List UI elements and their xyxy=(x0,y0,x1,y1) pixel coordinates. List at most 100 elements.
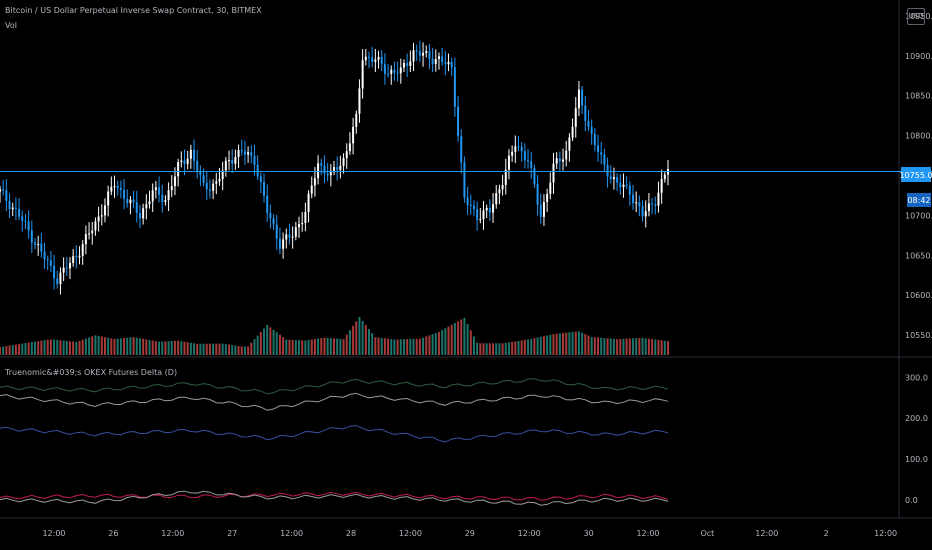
volume-bar xyxy=(113,339,116,355)
candle-body xyxy=(275,224,278,239)
volume-bar xyxy=(523,339,526,355)
candle-body xyxy=(514,146,517,152)
volume-bar xyxy=(612,338,615,355)
candle-body xyxy=(431,58,434,64)
volume-bar xyxy=(205,343,208,355)
volume-bar xyxy=(49,339,52,355)
candle-body xyxy=(355,113,358,127)
volume-bar xyxy=(450,324,453,355)
candle-body xyxy=(148,201,151,205)
candle-body xyxy=(628,185,631,195)
candle-body xyxy=(193,149,196,161)
volume-bar xyxy=(237,346,240,355)
volume-bar xyxy=(68,341,71,355)
volume-bar xyxy=(590,337,593,355)
volume-bar xyxy=(507,342,510,355)
candle-body xyxy=(259,176,262,183)
candle-body xyxy=(377,56,380,60)
candle-body xyxy=(37,243,40,245)
candle-body xyxy=(107,191,110,206)
volume-bar xyxy=(110,338,113,355)
candle-body xyxy=(81,244,84,256)
candle-body xyxy=(123,189,126,199)
candle-body xyxy=(352,126,355,144)
price-axis: 10950.0 10900.0 10850.0 10800.0 10700.0 10650… xyxy=(905,12,932,340)
chart-title: Bitcoin / US Dollar Perpetual Inverse Sw… xyxy=(5,6,262,15)
candle-body xyxy=(8,200,11,210)
volume-bar xyxy=(472,336,475,355)
volume-bar xyxy=(492,343,495,355)
volume-bar xyxy=(151,340,154,355)
candle-body xyxy=(30,230,33,243)
volume-bar xyxy=(126,337,129,355)
candle-body xyxy=(113,185,116,188)
volume-bar xyxy=(603,338,606,355)
volume-bar xyxy=(40,340,43,355)
volume-bar xyxy=(228,344,231,355)
volume-bar xyxy=(240,346,243,355)
currency-button[interactable]: USD xyxy=(907,8,925,25)
time-tick-label: 29 xyxy=(465,529,475,538)
indicator-line xyxy=(0,392,669,411)
candle-body xyxy=(406,63,409,66)
candle-body xyxy=(313,178,316,186)
volume-bar xyxy=(298,340,301,355)
volume-bar xyxy=(479,343,482,355)
volume-bar xyxy=(581,332,584,355)
time-tick-label: 28 xyxy=(346,529,356,538)
volume-bar xyxy=(5,346,8,355)
candle-body xyxy=(453,67,456,107)
candle-body xyxy=(482,210,485,220)
volume-bar xyxy=(2,346,5,355)
volume-bar xyxy=(8,345,11,355)
volume-bar xyxy=(514,341,517,355)
volume-bar xyxy=(418,338,421,355)
volume-bar xyxy=(320,338,323,355)
candle-body xyxy=(212,183,215,191)
candle-body xyxy=(320,163,323,166)
candle-body xyxy=(577,89,580,109)
indicator-tick-label: 200.0 xyxy=(905,414,928,423)
volume-bar xyxy=(552,334,555,355)
volume-bar xyxy=(107,337,110,355)
current-price-label: 10755.0 xyxy=(899,171,932,180)
volume-bar xyxy=(495,343,498,355)
volume-bar xyxy=(218,343,221,355)
candle-body xyxy=(466,197,469,205)
candle-body xyxy=(231,160,234,164)
candle-body xyxy=(27,221,30,231)
volume-bar xyxy=(415,338,418,355)
volume-bar xyxy=(654,339,657,355)
volume-bar xyxy=(116,338,119,355)
candle-body xyxy=(202,175,205,183)
volume-bar xyxy=(482,343,485,355)
volume-bar xyxy=(307,339,310,355)
candle-body xyxy=(495,193,498,205)
volume-bar xyxy=(212,343,215,355)
candle-body xyxy=(641,206,644,217)
price-tick-label: 10550.0 xyxy=(905,331,932,340)
candle-body xyxy=(250,152,253,156)
candle-body xyxy=(40,243,43,252)
candle-body xyxy=(590,126,593,134)
candle-body xyxy=(326,173,329,176)
volume-bar xyxy=(466,323,469,355)
candle-body xyxy=(317,163,320,179)
volume-bar xyxy=(33,341,36,355)
candle-body xyxy=(218,179,221,182)
volume-bar xyxy=(628,338,631,355)
volume-bar xyxy=(568,332,571,355)
volume-bar xyxy=(53,339,56,355)
volume-bar xyxy=(278,334,281,355)
indicator-axis: 300.0 200.0 100.0 0.0 xyxy=(905,373,928,505)
volume-bar xyxy=(584,334,587,355)
volume-bar xyxy=(399,339,402,355)
candle-body xyxy=(272,218,275,225)
candle-body xyxy=(345,151,348,159)
volume-bar xyxy=(444,328,447,355)
candle-body xyxy=(444,62,447,65)
candle-body xyxy=(256,164,259,177)
indicator-tick-label: 300.0 xyxy=(905,373,928,382)
volume-bar xyxy=(221,343,224,355)
volume-bar xyxy=(250,342,253,355)
